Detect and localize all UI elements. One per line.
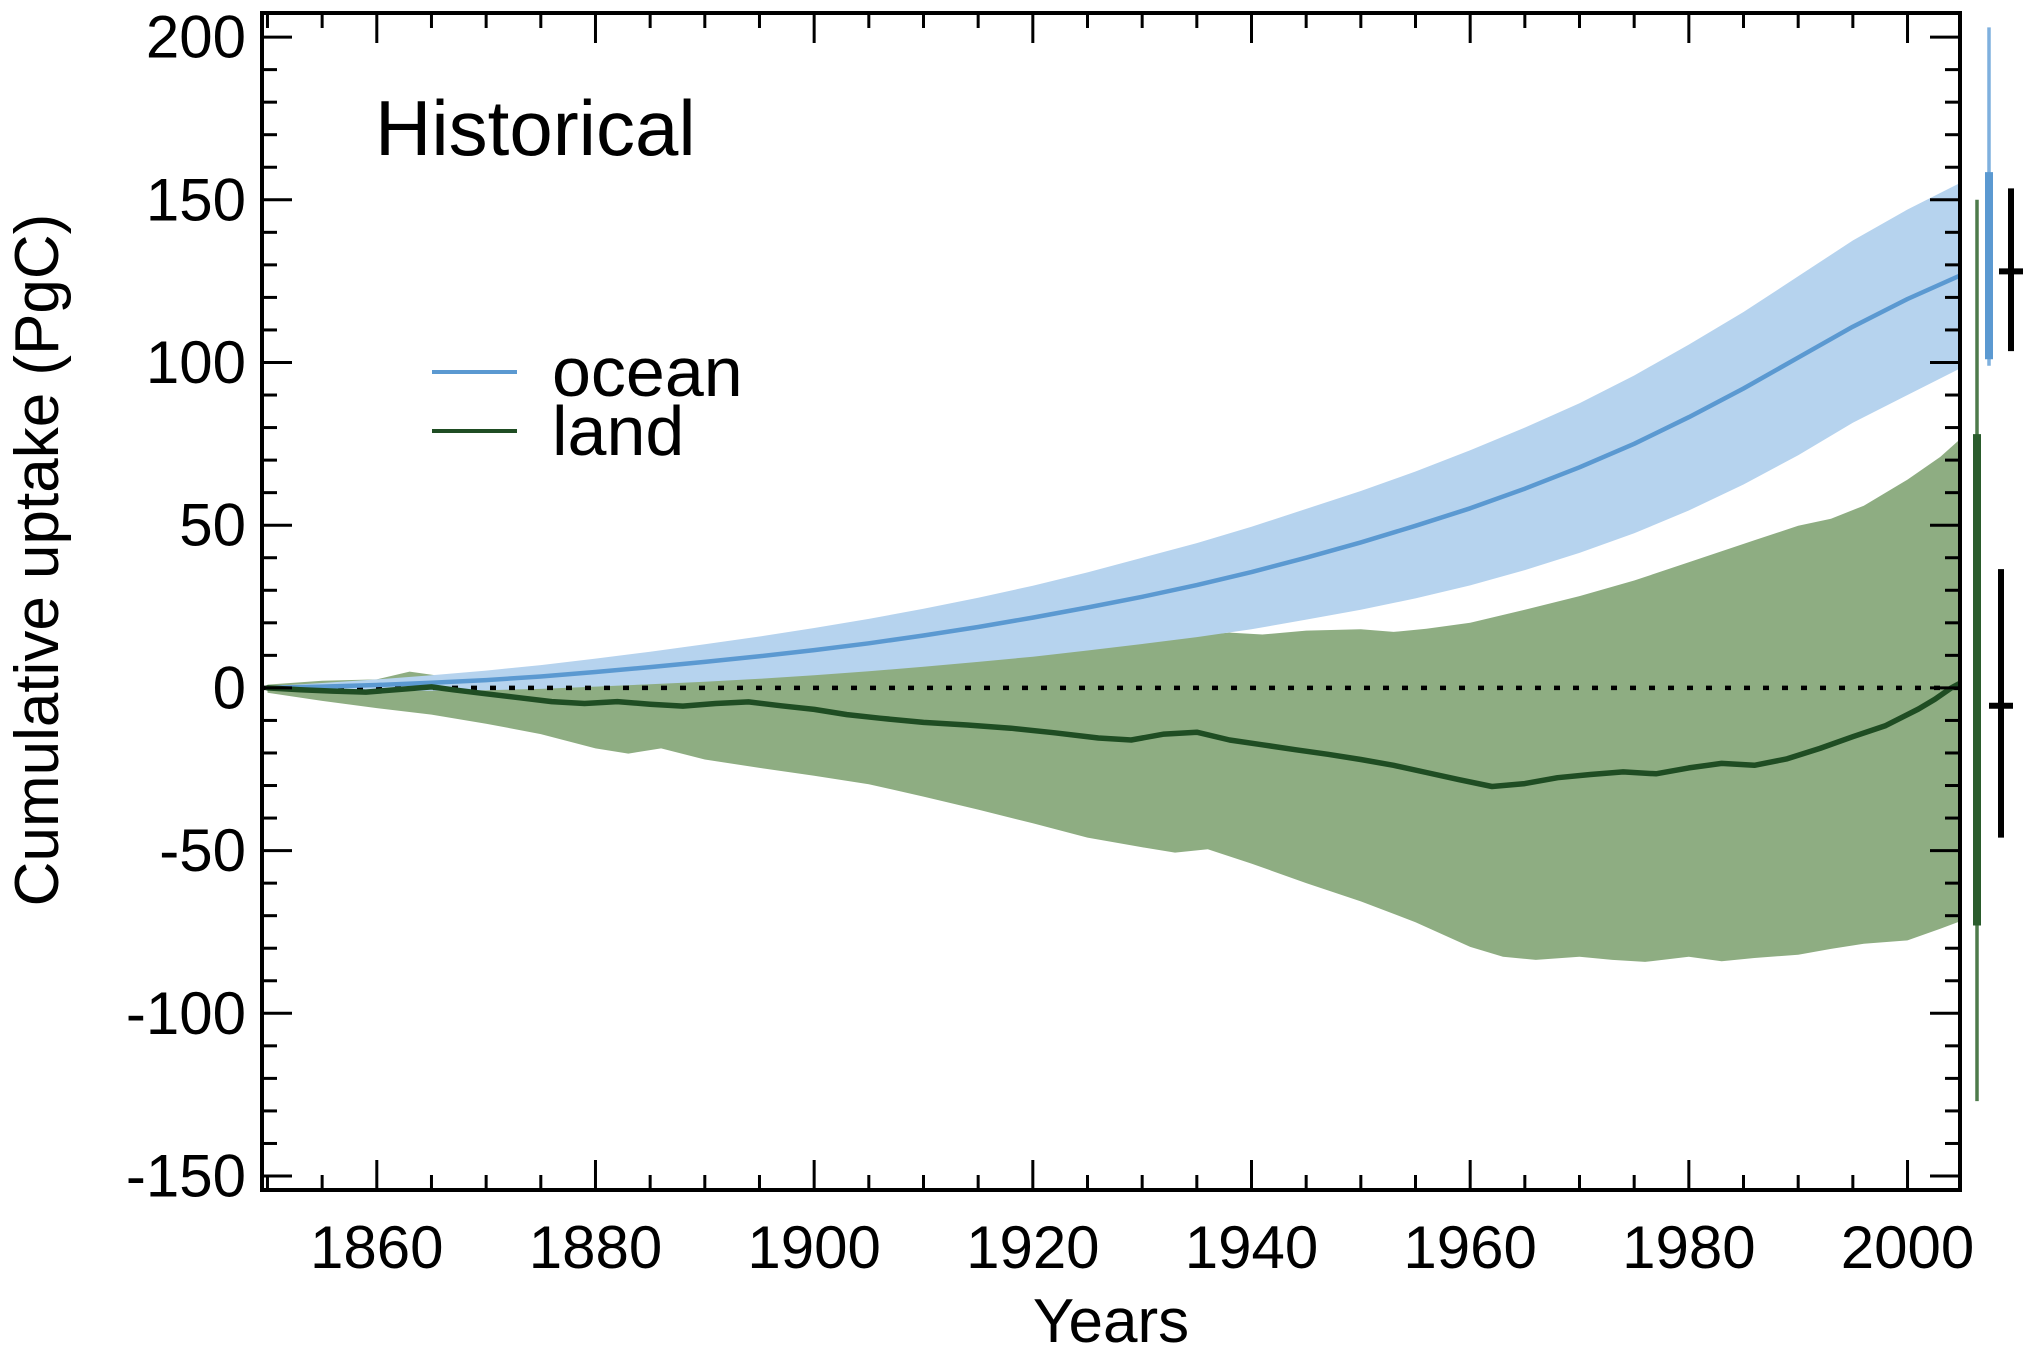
land-line bbox=[264, 680, 1960, 790]
legend: ocean land bbox=[432, 333, 743, 470]
right-margin-annotations bbox=[1973, 27, 2023, 1102]
y-tick-label--100: -100 bbox=[126, 980, 246, 1047]
tick-labels: 1860 1880 1900 1920 1940 1960 1980 2000-150-100… bbox=[126, 4, 1974, 1281]
y-tick-label-100: 100 bbox=[146, 329, 246, 396]
land-spread-band bbox=[267, 439, 1960, 962]
x-tick-label-1860: 1860 bbox=[310, 1214, 443, 1281]
y-tick-label--50: -50 bbox=[159, 817, 246, 884]
y-tick-label-50: 50 bbox=[179, 492, 246, 559]
x-tick-label-1960: 1960 bbox=[1403, 1214, 1536, 1281]
ocean-line bbox=[265, 273, 1960, 691]
y-tick-label-200: 200 bbox=[146, 4, 246, 71]
x-tick-label-1900: 1900 bbox=[747, 1214, 880, 1281]
ocean-spread-band bbox=[267, 183, 1960, 692]
x-axis-title: Years bbox=[1033, 1287, 1189, 1356]
chart-title: Historical bbox=[375, 84, 696, 172]
legend-ocean-label: ocean bbox=[552, 333, 743, 411]
x-tick-label-1880: 1880 bbox=[529, 1214, 662, 1281]
y-axis-title: Cumulative uptake (PgC) bbox=[3, 214, 72, 907]
y-tick-label-150: 150 bbox=[146, 166, 246, 233]
y-tick-label-0: 0 bbox=[213, 654, 246, 721]
axes bbox=[260, 11, 1962, 1192]
series-lines bbox=[264, 273, 1960, 790]
x-tick-label-1920: 1920 bbox=[966, 1214, 1099, 1281]
x-tick-label-1940: 1940 bbox=[1185, 1214, 1318, 1281]
x-tick-label-2000: 2000 bbox=[1841, 1214, 1974, 1281]
legend-land-label: land bbox=[552, 392, 684, 470]
x-tick-label-1980: 1980 bbox=[1622, 1214, 1755, 1281]
plot-border bbox=[260, 11, 1962, 1192]
uncertainty-bands bbox=[267, 183, 1960, 962]
y-tick-label--150: -150 bbox=[126, 1143, 246, 1210]
